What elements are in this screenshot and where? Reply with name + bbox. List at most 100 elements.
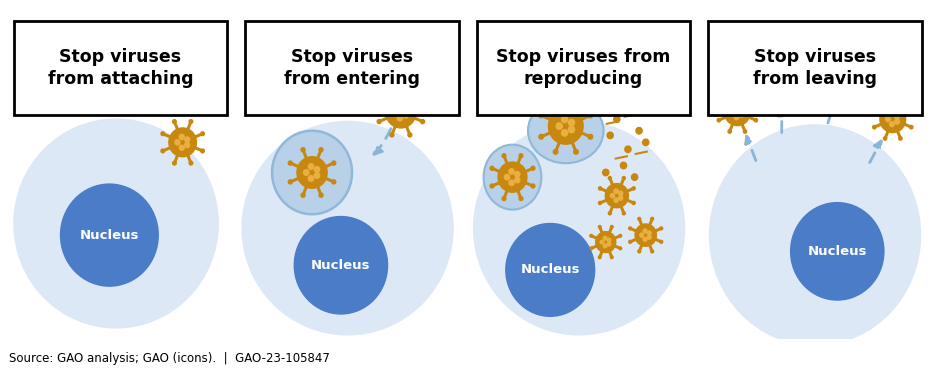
Circle shape xyxy=(843,75,848,80)
Circle shape xyxy=(614,189,617,193)
Text: Nucleus: Nucleus xyxy=(79,229,139,242)
Circle shape xyxy=(879,106,904,132)
Circle shape xyxy=(614,198,617,202)
Circle shape xyxy=(173,161,176,165)
Circle shape xyxy=(331,161,335,165)
Circle shape xyxy=(390,133,394,137)
Circle shape xyxy=(403,112,408,118)
Circle shape xyxy=(659,227,662,230)
Circle shape xyxy=(632,201,634,204)
Circle shape xyxy=(610,225,613,228)
Circle shape xyxy=(272,131,352,214)
Circle shape xyxy=(888,122,893,127)
Circle shape xyxy=(743,91,746,94)
Circle shape xyxy=(490,184,494,188)
Circle shape xyxy=(783,79,787,84)
Text: Source: GAO analysis; GAO (icons).  |  GAO-23-105847: Source: GAO analysis; GAO (icons). | GAO… xyxy=(9,352,330,365)
Circle shape xyxy=(518,154,522,158)
Circle shape xyxy=(761,90,764,94)
Circle shape xyxy=(200,149,204,153)
Ellipse shape xyxy=(242,121,452,335)
Circle shape xyxy=(787,102,790,106)
FancyBboxPatch shape xyxy=(477,21,689,115)
Circle shape xyxy=(847,97,851,101)
Circle shape xyxy=(610,193,614,198)
Circle shape xyxy=(820,70,824,73)
Circle shape xyxy=(314,167,319,172)
Circle shape xyxy=(798,75,801,78)
Circle shape xyxy=(509,180,514,186)
Circle shape xyxy=(738,107,743,112)
Text: Stop viruses
from leaving: Stop viruses from leaving xyxy=(752,48,876,89)
Circle shape xyxy=(743,130,746,133)
Circle shape xyxy=(501,197,505,200)
Circle shape xyxy=(909,109,912,113)
Circle shape xyxy=(618,191,622,196)
Circle shape xyxy=(408,87,412,92)
Circle shape xyxy=(650,217,653,220)
Circle shape xyxy=(587,134,592,139)
Circle shape xyxy=(716,118,719,122)
Text: Stop viruses
from entering: Stop viruses from entering xyxy=(284,48,419,89)
Circle shape xyxy=(837,82,842,87)
Text: Stop viruses
from attaching: Stop viruses from attaching xyxy=(47,48,194,89)
Circle shape xyxy=(857,86,861,89)
Circle shape xyxy=(301,148,305,152)
Circle shape xyxy=(505,224,594,316)
Circle shape xyxy=(733,115,738,120)
Circle shape xyxy=(314,173,319,178)
Circle shape xyxy=(160,132,164,135)
Circle shape xyxy=(790,203,883,300)
Circle shape xyxy=(618,247,621,250)
Text: Nucleus: Nucleus xyxy=(311,259,370,272)
Circle shape xyxy=(738,112,743,117)
Circle shape xyxy=(753,118,757,122)
Circle shape xyxy=(716,103,719,106)
Circle shape xyxy=(567,120,574,126)
Circle shape xyxy=(589,234,592,237)
Ellipse shape xyxy=(14,119,218,328)
Circle shape xyxy=(628,241,631,243)
Circle shape xyxy=(531,184,534,188)
Circle shape xyxy=(608,176,611,180)
Circle shape xyxy=(888,112,893,117)
Circle shape xyxy=(635,127,642,134)
Circle shape xyxy=(637,250,640,253)
Circle shape xyxy=(514,177,519,183)
Circle shape xyxy=(598,187,601,190)
Circle shape xyxy=(659,241,662,243)
Circle shape xyxy=(599,240,603,244)
Circle shape xyxy=(598,256,600,259)
Circle shape xyxy=(396,115,402,121)
Circle shape xyxy=(301,193,305,197)
Circle shape xyxy=(787,63,790,67)
Circle shape xyxy=(647,235,650,239)
Circle shape xyxy=(620,162,626,169)
Circle shape xyxy=(377,101,380,105)
Circle shape xyxy=(377,120,380,124)
Circle shape xyxy=(518,197,522,200)
Circle shape xyxy=(184,142,190,148)
Circle shape xyxy=(607,238,610,242)
Circle shape xyxy=(531,166,534,170)
Circle shape xyxy=(602,244,606,248)
Circle shape xyxy=(771,102,775,106)
FancyBboxPatch shape xyxy=(708,21,920,115)
Circle shape xyxy=(308,176,313,181)
Circle shape xyxy=(294,217,387,314)
Ellipse shape xyxy=(528,98,603,163)
Circle shape xyxy=(798,90,801,94)
Circle shape xyxy=(501,154,505,158)
Circle shape xyxy=(189,120,193,123)
Circle shape xyxy=(319,193,323,197)
Circle shape xyxy=(608,212,611,215)
Circle shape xyxy=(622,212,625,215)
Circle shape xyxy=(179,145,184,150)
Circle shape xyxy=(834,77,838,82)
Circle shape xyxy=(624,146,631,152)
Circle shape xyxy=(761,75,764,78)
Circle shape xyxy=(843,80,848,85)
Circle shape xyxy=(548,108,582,144)
Circle shape xyxy=(60,184,158,286)
Ellipse shape xyxy=(483,145,541,210)
